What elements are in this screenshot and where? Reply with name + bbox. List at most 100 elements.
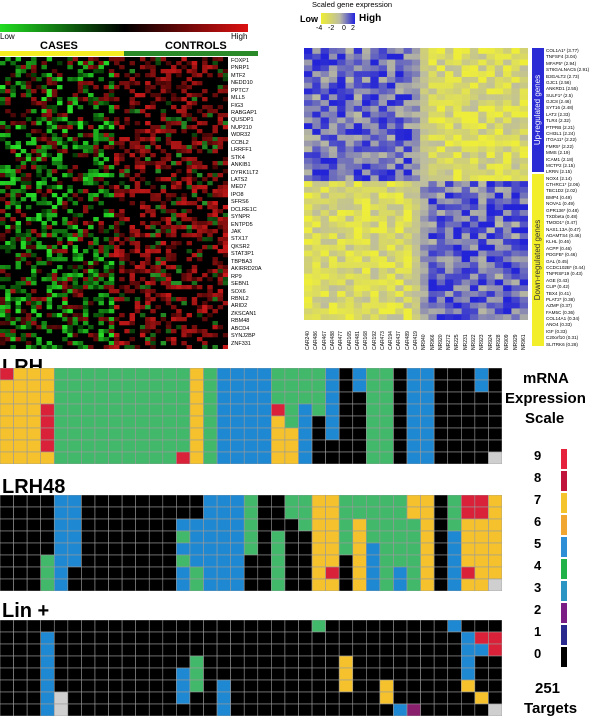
heatmap-cell — [150, 185, 156, 190]
heatmap-cell — [420, 65, 429, 72]
grid-cell — [53, 368, 69, 381]
heatmap-cell — [10, 145, 16, 150]
heatmap-cell — [345, 262, 355, 269]
grid-cell — [176, 518, 191, 532]
heatmap-cell — [304, 53, 313, 60]
heatmap-cell — [320, 314, 330, 320]
heatmap-cell — [10, 181, 16, 186]
grid-cell — [108, 518, 123, 532]
heatmap-cell — [0, 137, 6, 142]
grid-cell — [81, 566, 96, 580]
heatmap-cell — [328, 181, 338, 188]
heatmap-cell — [370, 215, 379, 222]
heatmap-cell — [519, 238, 528, 246]
heatmap-cell — [108, 245, 115, 250]
grid-cell — [243, 631, 259, 645]
heatmap-cell — [345, 244, 355, 251]
heatmap-cell — [150, 289, 156, 294]
heatmap-cell — [503, 157, 512, 165]
grid-cell — [121, 643, 136, 657]
heatmap-cell — [108, 325, 115, 330]
heatmap-cell — [378, 53, 388, 60]
grid-cell — [271, 631, 286, 645]
heatmap-cell — [453, 53, 462, 60]
heatmap-cell — [129, 337, 136, 342]
heatmap-cell — [370, 233, 379, 240]
heatmap-cell — [312, 192, 321, 199]
heatmap-cell — [0, 245, 6, 250]
heatmap-cell — [196, 129, 203, 134]
up-regulated-label: Up-regulated genes — [533, 74, 542, 146]
heatmap-cell — [124, 285, 130, 290]
heatmap-cell — [353, 227, 363, 234]
heatmap-cell — [453, 262, 462, 269]
grid-cell — [67, 703, 82, 716]
heatmap-cell — [411, 76, 421, 84]
heatmap-cell — [98, 125, 104, 130]
heatmap-cell — [445, 308, 454, 315]
grid-cell — [230, 368, 245, 381]
heatmap-cell — [403, 152, 413, 159]
heatmap-cell — [196, 121, 203, 126]
heatmap-cell — [503, 88, 512, 95]
heatmap-cell — [378, 227, 388, 234]
heatmap-cell — [511, 111, 521, 118]
heatmap-cell — [453, 65, 462, 72]
grid-cell — [488, 391, 502, 405]
down-gene-label: ADAMTS4 (0.46) — [546, 233, 581, 239]
grid-cell — [81, 439, 96, 453]
grid-cell — [257, 679, 272, 693]
heatmap-cell — [108, 341, 115, 346]
heatmap-cell — [469, 291, 479, 298]
heatmap-cell — [395, 192, 404, 199]
heatmap-cell — [5, 265, 11, 270]
grid-cell — [393, 631, 408, 645]
heatmap-cell — [171, 177, 177, 182]
heatmap-cell — [370, 76, 379, 84]
grid-cell — [338, 679, 354, 693]
heatmap-cell — [108, 145, 115, 150]
heatmap-cell — [328, 221, 338, 228]
heatmap-cell — [345, 134, 355, 141]
grid-cell — [40, 703, 55, 716]
grid-cell — [406, 643, 421, 657]
heatmap-cell — [191, 141, 198, 146]
heatmap-cell — [46, 209, 53, 214]
grid-cell — [311, 667, 326, 681]
heatmap-cell — [82, 221, 89, 226]
grid-cell — [447, 439, 462, 453]
down-gene-label: FAM5C (0.36) — [546, 309, 575, 315]
grid-cell — [433, 620, 449, 633]
heatmap-cell — [320, 302, 330, 309]
grid-cell — [271, 506, 286, 520]
heatmap-cell — [202, 345, 208, 349]
heatmap-cell — [494, 273, 504, 280]
heatmap-cell — [150, 273, 156, 278]
heatmap-cell — [171, 233, 177, 238]
heatmap-cell — [77, 345, 84, 349]
panel-lrh-grid — [0, 368, 502, 464]
heatmap-cell — [119, 145, 125, 150]
heatmap-cell — [57, 73, 63, 78]
heatmap-cell — [25, 217, 32, 222]
grid-cell — [352, 415, 367, 429]
grid-cell — [230, 620, 245, 633]
heatmap-cell — [165, 281, 172, 286]
heatmap-cell — [345, 215, 355, 222]
heatmap-cell — [345, 267, 355, 274]
heatmap-cell — [46, 341, 53, 346]
grid-cell — [203, 439, 218, 453]
heatmap-cell — [202, 201, 208, 206]
grid-cell — [40, 379, 55, 393]
grid-cell — [298, 566, 313, 580]
heatmap-cell — [88, 169, 94, 174]
heatmap-cell — [395, 221, 404, 228]
heatmap-cell — [31, 237, 37, 242]
heatmap-cell — [436, 71, 446, 78]
heatmap-cell — [328, 65, 338, 72]
heatmap-cell — [353, 233, 363, 240]
grid-cell — [393, 691, 408, 705]
heatmap-cell — [337, 53, 346, 60]
heatmap-cell — [353, 181, 363, 188]
heatmap-cell — [15, 209, 22, 214]
